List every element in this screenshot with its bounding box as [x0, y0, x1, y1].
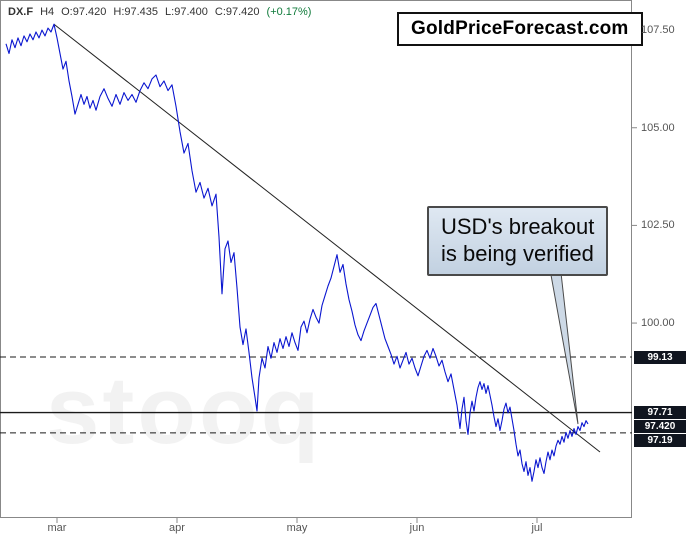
price-axis-label-105-00: 105.00	[641, 121, 675, 134]
time-axis-label-jun: jun	[409, 522, 425, 534]
time-axis-label-may: may	[286, 522, 308, 534]
high-value: H:97.435	[113, 6, 159, 18]
open-value: O:97.420	[61, 6, 107, 18]
plot-frame	[0, 0, 632, 518]
change-percent: (+0.17%)	[266, 6, 312, 18]
annotation-line-1: USD's breakout	[441, 214, 595, 239]
ohlc-header: DX.F H4 O:97.420 H:97.435 L:97.400 C:97.…	[8, 6, 311, 18]
last-price-tag: 97.420	[634, 420, 686, 434]
price-axis-label-107-50: 107.50	[641, 24, 675, 37]
price-line	[5, 23, 589, 482]
level-price-tag-9719: 97.19	[634, 434, 686, 448]
trendline	[53, 23, 601, 453]
time-axis-label-jul: jul	[531, 522, 543, 534]
timeframe-label: H4	[40, 6, 55, 18]
price-axis-label-102-50: 102.50	[641, 219, 675, 232]
close-value: C:97.420	[214, 6, 260, 18]
low-value: L:97.400	[165, 6, 208, 18]
annotation-line-2: is being verified	[441, 240, 594, 266]
symbol-label: DX.F	[8, 6, 34, 18]
watermark: stooq	[46, 357, 323, 464]
callout-pointer	[548, 263, 579, 425]
annotation-callout: USD's breakout is being verified	[427, 206, 609, 276]
time-axis-label-mar: mar	[47, 522, 67, 534]
level-price-tag-9913: 99.13	[634, 350, 686, 364]
price-axis-label-100-00: 100.00	[641, 317, 675, 330]
time-axis-label-apr: apr	[169, 522, 185, 534]
level-price-tag-9771: 97.71	[634, 406, 686, 420]
branding-badge: GoldPriceForecast.com	[397, 12, 643, 46]
